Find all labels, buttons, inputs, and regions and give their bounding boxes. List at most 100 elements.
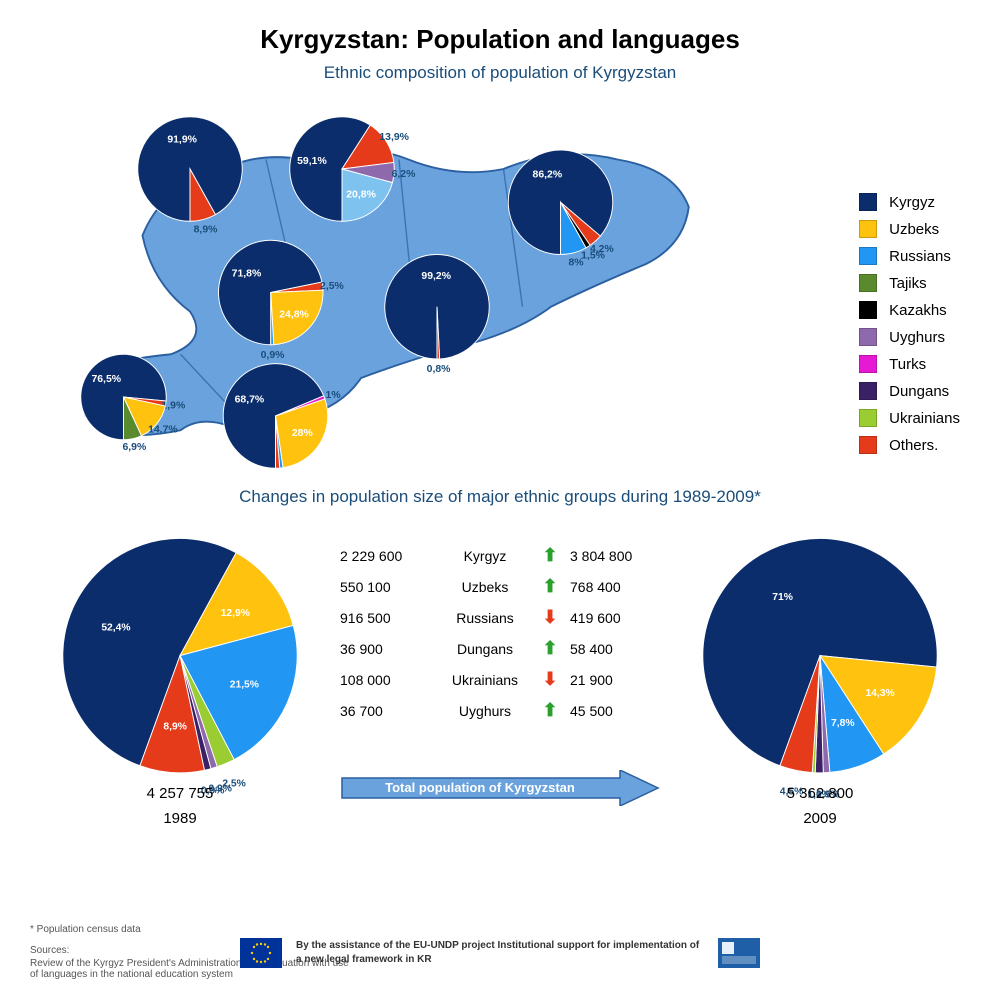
pie-pct-label: 12,9% (221, 608, 250, 619)
pie-pct-label: 6,2% (392, 169, 416, 180)
pie-pct-label: 0,9% (261, 350, 285, 361)
pie-pct-label: 28% (292, 428, 313, 439)
arrow-up-icon: ⬆ (540, 638, 560, 659)
year-1989: 1989 (30, 810, 330, 827)
legend-item: Uzbeks (859, 220, 960, 238)
map-svg: 91,9%8,9%59,1%13,9%6,2%20,8%86,2%4,2%1,5… (40, 93, 720, 473)
legend-item: Others. (859, 436, 960, 454)
legend-item: Tajiks (859, 274, 960, 292)
group-name: Ukrainians (440, 672, 530, 688)
pie-pct-label: 76,5% (91, 374, 121, 385)
legend-swatch (859, 193, 877, 211)
legend-swatch (859, 301, 877, 319)
legend-swatch (859, 247, 877, 265)
legend-label: Russians (889, 248, 951, 265)
pie-pct-label: 6,9% (122, 442, 146, 453)
pie-pct-label: 71% (772, 592, 793, 603)
legend-swatch (859, 409, 877, 427)
legend-item: Turks (859, 355, 960, 373)
page-title: Kyrgyzstan: Population and languages (0, 0, 1000, 55)
pie-pct-label: 71,8% (232, 268, 262, 279)
group-name: Kyrgyz (440, 548, 530, 564)
val-1989: 550 100 (340, 579, 430, 595)
pie-pct-label: 86,2% (533, 170, 563, 181)
undp-logo-icon (718, 938, 760, 968)
pie-1989: 52,4%12,9%21,5%2,5%0,9%0,9%8,9% (30, 515, 330, 815)
legend-label: Others. (889, 437, 938, 454)
legend-swatch (859, 382, 877, 400)
val-2009: 419 600 (570, 610, 660, 626)
pie-pct-label: 20,8% (346, 190, 376, 201)
legend-label: Kyrgyz (889, 194, 935, 211)
total-arrow-label: Total population of Kyrgyzstan (385, 780, 575, 795)
pie-pct-label: 52,4% (101, 622, 130, 633)
table-row: 2 229 600 Kyrgyz ⬆ 3 804 800 (340, 545, 660, 566)
arrow-down-icon: ⬇ (540, 607, 560, 628)
total-arrow: Total population of Kyrgyzstan (340, 770, 660, 806)
group-name: Dungans (440, 641, 530, 657)
val-2009: 58 400 (570, 641, 660, 657)
pie-pct-label: 99,2% (421, 271, 451, 282)
legend-item: Dungans (859, 382, 960, 400)
footnote-census: * Population census data (30, 924, 970, 935)
val-1989: 916 500 (340, 610, 430, 626)
footer-attribution: By the assistance of the EU-UNDP project… (296, 939, 704, 967)
comparison-section: 52,4%12,9%21,5%2,5%0,9%0,9%8,9% 4 257 75… (0, 515, 1000, 875)
val-2009: 21 900 (570, 672, 660, 688)
pie-pct-label: 8,9% (163, 722, 186, 733)
pie-pct-label: 2,5% (320, 281, 344, 292)
legend-item: Kazakhs (859, 301, 960, 319)
val-1989: 36 700 (340, 703, 430, 719)
year-2009: 2009 (670, 810, 970, 827)
arrow-up-icon: ⬆ (540, 700, 560, 721)
group-name: Uzbeks (440, 579, 530, 595)
pie-pct-label: 13,9% (379, 132, 409, 143)
legend-swatch (859, 274, 877, 292)
arrow-down-icon: ⬇ (540, 669, 560, 690)
val-1989: 108 000 (340, 672, 430, 688)
group-name: Uyghurs (440, 703, 530, 719)
pie-pct-label: 68,7% (235, 394, 265, 405)
arrow-up-icon: ⬆ (540, 545, 560, 566)
legend-swatch (859, 328, 877, 346)
val-2009: 768 400 (570, 579, 660, 595)
legend-item: Russians (859, 247, 960, 265)
pie-pct-label: 7,8% (831, 718, 854, 729)
pie-pct-label: 1,5% (581, 250, 605, 261)
pie-pct-label: 91,9% (167, 134, 197, 145)
legend-label: Turks (889, 356, 926, 373)
val-2009: 45 500 (570, 703, 660, 719)
legend-item: Ukrainians (859, 409, 960, 427)
legend-swatch (859, 355, 877, 373)
arrow-up-icon: ⬆ (540, 576, 560, 597)
pie-pct-label: 0,8% (427, 364, 451, 375)
footer-center: By the assistance of the EU-UNDP project… (240, 938, 760, 968)
pie-pct-label: 59,1% (297, 156, 327, 167)
table-row: 550 100 Uzbeks ⬆ 768 400 (340, 576, 660, 597)
val-2009: 3 804 800 (570, 548, 660, 564)
pie-pct-label: 8% (568, 258, 583, 269)
val-1989: 2 229 600 (340, 548, 430, 564)
legend-label: Uyghurs (889, 329, 945, 346)
legend-item: Kyrgyz (859, 193, 960, 211)
val-1989: 36 900 (340, 641, 430, 657)
legend-label: Kazakhs (889, 302, 947, 319)
pie-pct-label: 14,7% (148, 424, 178, 435)
change-table: 2 229 600 Kyrgyz ⬆ 3 804 800 550 100 Uzbeks ⬆ 7… (340, 545, 660, 731)
pie-pct-label: 14,3% (865, 688, 894, 699)
legend-item: Uyghurs (859, 328, 960, 346)
table-row: 36 700 Uyghurs ⬆ 45 500 (340, 700, 660, 721)
legend: Kyrgyz Uzbeks Russians Tajiks Kazakhs Uyghurs… (859, 193, 960, 463)
legend-swatch (859, 436, 877, 454)
table-row: 108 000 Ukrainians ⬇ 21 900 (340, 669, 660, 690)
subtitle-change: Changes in population size of major ethn… (0, 487, 1000, 507)
table-row: 36 900 Dungans ⬆ 58 400 (340, 638, 660, 659)
legend-label: Ukrainians (889, 410, 960, 427)
group-name: Russians (440, 610, 530, 626)
total-1989: 4 257 755 (30, 785, 330, 802)
legend-label: Tajiks (889, 275, 927, 292)
legend-swatch (859, 220, 877, 238)
eu-flag-icon (240, 938, 282, 968)
map-section: 91,9%8,9%59,1%13,9%6,2%20,8%86,2%4,2%1,5… (0, 83, 1000, 483)
pie-pct-label: 21,5% (230, 680, 259, 691)
